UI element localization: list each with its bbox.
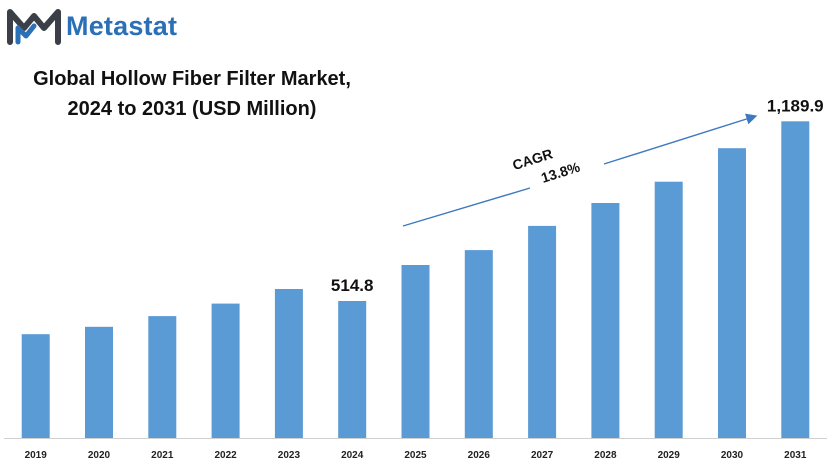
x-tick-label-2020: 2020 [88,450,111,461]
x-tick-label-2022: 2022 [214,450,237,461]
x-tick-label-2027: 2027 [531,450,554,461]
brand-name: Metastat [66,10,178,41]
bar-2019 [21,334,50,438]
bar-2024 [338,301,367,438]
cagr-arrow-segment-2 [603,113,758,165]
x-tick-label-2019: 2019 [25,450,48,461]
bar-2021 [148,316,177,438]
bar-2023 [274,289,303,438]
x-tick-label-2021: 2021 [151,450,174,461]
x-tick-label-2025: 2025 [404,450,427,461]
x-tick-label-2024: 2024 [341,450,364,461]
bar-2028 [591,203,620,438]
data-label-2031: 1,189.9 [767,96,824,115]
bar-2022 [211,303,240,438]
bar-2029 [654,181,683,438]
chart-title-line-1: Global Hollow Fiber Filter Market, [33,68,351,90]
bar-2025 [401,265,430,438]
data-labels: 514.8 1,189.9 [331,96,824,295]
x-tick-label-2031: 2031 [784,450,807,461]
chart-title-line-2: 2024 to 2031 (USD Million) [67,98,317,120]
cagr-arrow-segment-1 [402,187,531,227]
bar-2020 [85,326,113,438]
bar-2030 [718,148,746,438]
x-tick-label-2029: 2029 [658,450,681,461]
x-tick-label-2023: 2023 [278,450,301,461]
x-axis-tick-labels: 2019 2020 2021 2022 2023 2024 2025 2026 2027 2028… [25,450,807,461]
bar-2027 [528,225,557,438]
x-tick-label-2030: 2030 [721,450,744,461]
metastat-logo-icon [7,9,61,45]
bar-2026 [464,250,493,438]
chart-title: Global Hollow Fiber Filter Market, 2024 … [12,64,372,124]
x-tick-label-2028: 2028 [594,450,617,461]
brand-logo: Metastat [6,6,177,46]
data-label-2024: 514.8 [331,276,374,295]
bar-series [21,121,810,439]
x-tick-label-2026: 2026 [468,450,491,461]
bar-2031 [781,121,810,439]
